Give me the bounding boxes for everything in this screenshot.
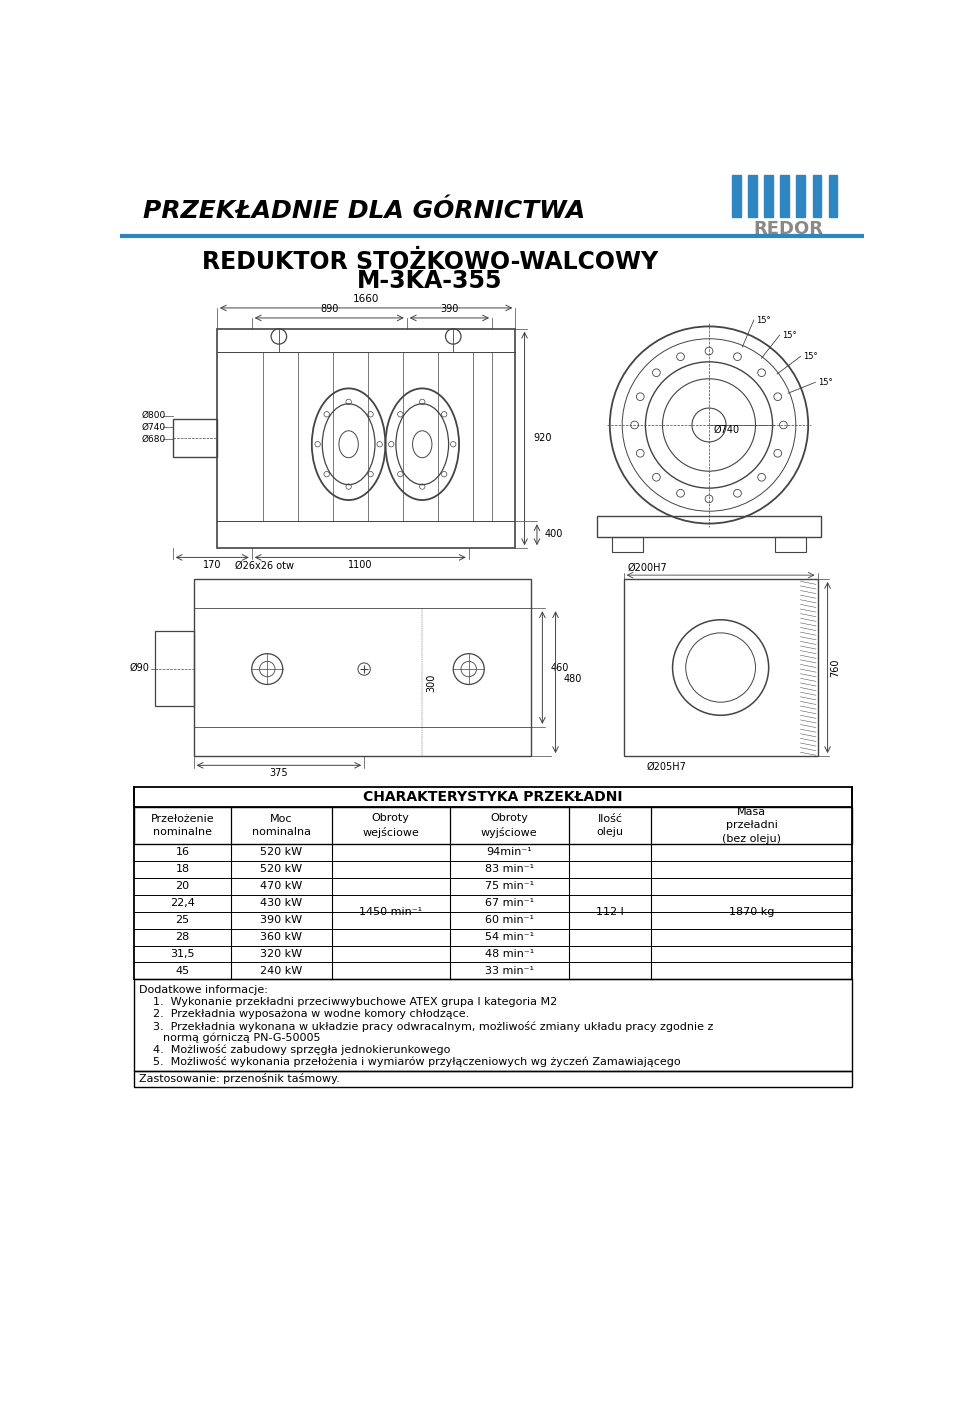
Bar [596, 515, 822, 537]
Bar [812, 175, 821, 216]
Bar [764, 175, 773, 216]
Text: 33 min⁻¹: 33 min⁻¹ [485, 965, 534, 975]
Text: Masa
przeładni
(bez oleju): Masa przeładni (bez oleju) [722, 807, 781, 843]
Text: Obroty
wyjściowe: Obroty wyjściowe [481, 813, 538, 837]
Text: 390: 390 [441, 305, 459, 315]
Text: 18: 18 [176, 864, 189, 874]
Bar [173, 419, 217, 457]
Text: normą górniczą PN-G-50005: normą górniczą PN-G-50005 [163, 1032, 321, 1042]
Text: 520 kW: 520 kW [260, 847, 302, 857]
Text: 20: 20 [176, 881, 189, 891]
Text: 375: 375 [270, 769, 288, 779]
Text: Ø205H7: Ø205H7 [647, 762, 686, 772]
Text: 28: 28 [176, 933, 189, 943]
Text: 170: 170 [203, 561, 222, 571]
Text: 54 min⁻¹: 54 min⁻¹ [485, 933, 534, 943]
Text: 67 min⁻¹: 67 min⁻¹ [485, 899, 534, 909]
Text: 470 kW: 470 kW [260, 881, 302, 891]
Bar [134, 980, 852, 1071]
Text: 83 min⁻¹: 83 min⁻¹ [485, 864, 534, 874]
Bar [134, 787, 852, 807]
Text: 1100: 1100 [348, 561, 372, 571]
Bar [134, 1071, 852, 1087]
Text: 60 min⁻¹: 60 min⁻¹ [485, 916, 534, 926]
Bar [732, 175, 741, 216]
Text: 1660: 1660 [352, 295, 379, 305]
Text: Ø680: Ø680 [142, 434, 166, 443]
Text: 15°: 15° [782, 330, 797, 340]
Text: 460: 460 [550, 662, 568, 672]
Text: Ø200H7: Ø200H7 [628, 562, 667, 572]
Text: 48 min⁻¹: 48 min⁻¹ [485, 948, 534, 958]
Text: 3.  Przekładnia wykonana w układzie pracy odwracalnym, możliwość zmiany układu p: 3. Przekładnia wykonana w układzie pracy… [154, 1021, 713, 1031]
Text: 2.  Przekładnia wyposażona w wodne komory chłodzące.: 2. Przekładnia wyposażona w wodne komory… [154, 1008, 469, 1018]
Bar [828, 175, 837, 216]
Text: Ø740: Ø740 [142, 423, 166, 431]
Text: Ø740: Ø740 [713, 424, 740, 434]
Text: 5.  Możliwość wykonania przełożenia i wymiarów przyłączeniowych wg życzeń Zamawi: 5. Możliwość wykonania przełożenia i wym… [154, 1057, 681, 1068]
Bar [780, 175, 789, 216]
Text: 480: 480 [564, 674, 582, 684]
Bar [775, 537, 805, 553]
Text: Obroty
wejściowe: Obroty wejściowe [362, 813, 420, 837]
Text: Ø26x26 otw: Ø26x26 otw [234, 561, 294, 571]
Text: 75 min⁻¹: 75 min⁻¹ [485, 881, 534, 891]
Text: PRZEKŁADNIE DLA GÓRNICTWA: PRZEKŁADNIE DLA GÓRNICTWA [143, 199, 586, 224]
Text: 45: 45 [176, 965, 189, 975]
Bar [612, 537, 643, 553]
Text: 25: 25 [176, 916, 189, 926]
Text: 520 kW: 520 kW [260, 864, 302, 874]
Text: 400: 400 [544, 530, 564, 540]
Text: Moc
nominalna: Moc nominalna [252, 813, 311, 837]
Text: 920: 920 [533, 433, 552, 443]
Text: 300: 300 [426, 674, 436, 692]
Bar [194, 580, 531, 756]
Text: 15°: 15° [818, 377, 832, 387]
Text: 360 kW: 360 kW [260, 933, 302, 943]
Text: 31,5: 31,5 [170, 948, 195, 958]
Bar [155, 631, 194, 706]
Text: 1.  Wykonanie przekładni przeciwwybuchowe ATEX grupa I kategoria M2: 1. Wykonanie przekładni przeciwwybuchowe… [154, 997, 558, 1007]
Text: 112 l: 112 l [596, 907, 624, 917]
Text: 22,4: 22,4 [170, 899, 195, 909]
Text: 890: 890 [320, 305, 339, 315]
Text: 1870 kg: 1870 kg [729, 907, 775, 917]
Text: 430 kW: 430 kW [260, 899, 302, 909]
Text: 15°: 15° [756, 316, 771, 325]
Text: 390 kW: 390 kW [260, 916, 302, 926]
Bar [624, 580, 818, 756]
Text: Zastosowanie: przenośnik taśmowy.: Zastosowanie: przenośnik taśmowy. [138, 1074, 339, 1084]
Text: 760: 760 [830, 658, 841, 676]
Text: 4.  Możliwość zabudowy sprzęgła jednokierunkowego: 4. Możliwość zabudowy sprzęgła jednokier… [154, 1044, 450, 1055]
Bar [748, 175, 756, 216]
Bar [134, 807, 852, 844]
Text: Ilość
oleju: Ilość oleju [596, 813, 623, 837]
Text: Przełożenie
nominalne: Przełożenie nominalne [151, 813, 214, 837]
Text: M-3KA-355: M-3KA-355 [357, 269, 503, 293]
Text: REDOR: REDOR [753, 219, 823, 238]
Text: Ø800: Ø800 [142, 412, 166, 420]
Text: 94min⁻¹: 94min⁻¹ [487, 847, 532, 857]
Bar [217, 329, 516, 548]
Text: 320 kW: 320 kW [260, 948, 302, 958]
Text: Dodatkowe informacje:: Dodatkowe informacje: [138, 985, 268, 995]
Text: 15°: 15° [803, 352, 818, 360]
Text: 240 kW: 240 kW [260, 965, 302, 975]
Text: 16: 16 [176, 847, 189, 857]
Text: REDUKTOR STOŻKOWO-WALCOWY: REDUKTOR STOŻKOWO-WALCOWY [202, 249, 659, 273]
Bar [797, 175, 804, 216]
Text: 1450 min⁻¹: 1450 min⁻¹ [359, 907, 422, 917]
Text: CHARAKTERYSTYKA PRZEKŁADNI: CHARAKTERYSTYKA PRZEKŁADNI [364, 790, 623, 805]
Text: Ø90: Ø90 [130, 662, 150, 672]
